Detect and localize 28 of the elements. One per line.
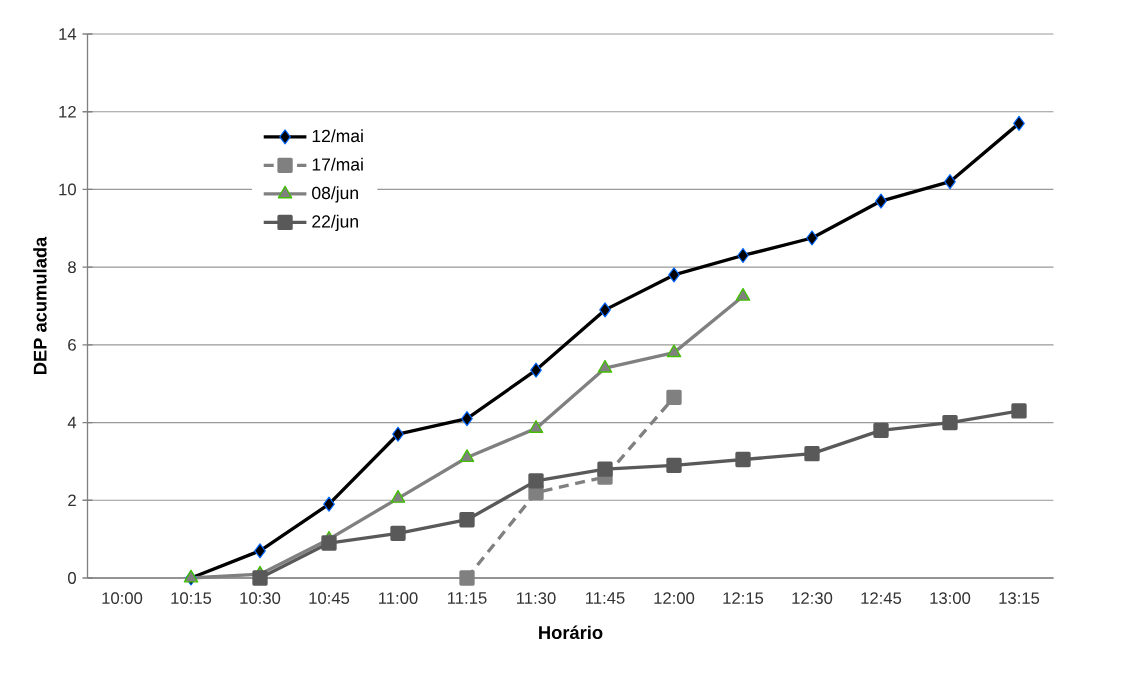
- x-tick-label: 11:30: [517, 592, 556, 605]
- x-tick-label: 10:30: [240, 592, 281, 605]
- legend-label: 08/jun: [312, 186, 358, 203]
- y-axis-title: DEP acumulada: [33, 236, 47, 375]
- x-tick-label: 10:00: [102, 592, 143, 605]
- x-tick-label: 13:15: [999, 592, 1040, 605]
- x-tick-label: 11:15: [448, 592, 487, 604]
- x-tick-label: 12:15: [723, 592, 764, 605]
- x-tick-label: 12:00: [654, 592, 695, 605]
- y-tick-label: 14: [59, 28, 77, 40]
- y-tick-label: 10: [59, 183, 76, 196]
- y-tick-label: 2: [68, 494, 76, 507]
- x-tick-label: 10:45: [309, 592, 350, 605]
- y-tick-label: 4: [67, 416, 77, 429]
- x-tick-label: 11:00: [379, 592, 418, 605]
- x-axis-title: Horário: [539, 625, 603, 640]
- legend-label: 12/mai: [312, 129, 363, 143]
- y-tick-label: 12: [59, 105, 76, 118]
- x-tick-label: 11:45: [586, 592, 625, 604]
- x-tick-label: 12:30: [792, 592, 833, 605]
- x-tick-label: 13:00: [930, 592, 971, 605]
- y-tick-label: 0: [68, 572, 76, 584]
- y-tick-label: 6: [68, 338, 76, 351]
- x-tick-label: 12:45: [861, 592, 902, 605]
- y-tick-label: 8: [68, 261, 76, 274]
- legend-label: 22/jun: [312, 214, 358, 232]
- legend-label: 17/mai: [312, 157, 363, 171]
- x-tick-label: 10:15: [171, 592, 212, 605]
